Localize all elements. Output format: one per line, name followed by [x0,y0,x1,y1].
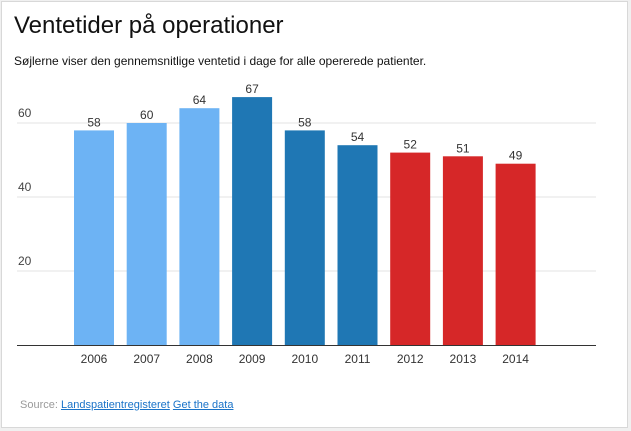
get-data-link[interactable]: Get the data [172,399,234,411]
x-tick-label-2008: 2008 [186,352,213,366]
y-tick-label-40: 40 [18,180,32,194]
bar-2011 [337,145,378,345]
y-tick-label-60: 60 [18,106,32,120]
x-tick-label-2013: 2013 [450,352,477,366]
data-label-2011: 54 [351,130,365,144]
source-link[interactable]: Landspatientregisteret [60,399,170,411]
chart-title: Ventetider på operationer [14,12,284,39]
data-label-2010: 58 [298,115,312,129]
data-label-2009: 67 [245,82,259,96]
x-tick-label-2012: 2012 [397,352,424,366]
x-tick-label-2011: 2011 [345,352,371,366]
bar-2008 [179,108,220,345]
bar-2007 [126,123,167,345]
source-line: Source: Landspatientregisteret Get the d… [20,399,233,411]
x-tick-label-2009: 2009 [239,352,266,366]
data-label-2012: 52 [404,138,418,152]
bar-2013 [442,156,483,345]
bar-2010 [284,130,325,345]
chart-subtitle: Søjlerne viser den gennemsnitlige ventet… [14,54,427,68]
source-prefix: Source: [20,399,58,411]
data-label-2013: 51 [456,141,470,155]
data-label-2007: 60 [140,108,154,122]
y-tick-label-20: 20 [18,254,32,268]
bar-chart: 20 40 60 58 2006 60 2007 64 2008 67 2009 58 2010 54 20… [17,82,596,366]
bar-2009 [232,97,273,345]
x-tick-label-2006: 2006 [81,352,108,366]
x-tick-label-2014: 2014 [502,352,529,366]
data-label-2008: 64 [193,93,207,107]
x-tick-label-2007: 2007 [133,352,160,366]
bar-2014 [495,163,536,345]
x-tick-label-2010: 2010 [291,352,318,366]
data-label-2014: 49 [509,149,523,163]
bar-2006 [74,130,114,345]
bar-2012 [390,152,431,345]
data-label-2006: 58 [87,115,101,129]
